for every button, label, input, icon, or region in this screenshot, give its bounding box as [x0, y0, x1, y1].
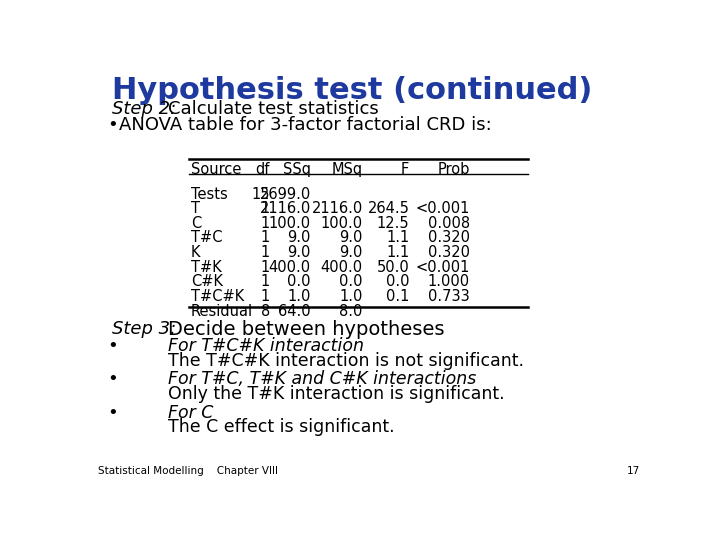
Text: Step 3:: Step 3: [112, 320, 176, 339]
Text: For T#C#K interaction: For T#C#K interaction [168, 338, 364, 355]
Text: For C: For C [168, 403, 213, 422]
Text: •: • [107, 370, 118, 388]
Text: 1.1: 1.1 [386, 245, 409, 260]
Text: ANOVA table for 3-factor factorial CRD is:: ANOVA table for 3-factor factorial CRD i… [120, 117, 492, 134]
Text: 50.0: 50.0 [377, 260, 409, 275]
Text: 0.733: 0.733 [428, 289, 469, 304]
Text: 9.0: 9.0 [339, 231, 363, 246]
Text: F: F [401, 162, 409, 177]
Text: 1: 1 [261, 289, 270, 304]
Text: SSq: SSq [283, 162, 311, 177]
Text: MSq: MSq [332, 162, 363, 177]
Text: Source: Source [191, 162, 241, 177]
Text: 0.320: 0.320 [428, 245, 469, 260]
Text: 1.0: 1.0 [287, 289, 311, 304]
Text: <0.001: <0.001 [415, 260, 469, 275]
Text: Tests: Tests [191, 187, 228, 201]
Text: T: T [191, 201, 199, 216]
Text: T#C#K: T#C#K [191, 289, 244, 304]
Text: 1: 1 [261, 260, 270, 275]
Text: 9.0: 9.0 [287, 245, 311, 260]
Text: 100.0: 100.0 [320, 216, 363, 231]
Text: Residual: Residual [191, 303, 253, 319]
Text: 100.0: 100.0 [269, 216, 311, 231]
Text: 64.0: 64.0 [278, 303, 311, 319]
Text: 17: 17 [627, 466, 640, 476]
Text: Hypothesis test (continued): Hypothesis test (continued) [112, 76, 592, 105]
Text: <0.001: <0.001 [415, 201, 469, 216]
Text: For T#C, T#K and C#K interactions: For T#C, T#K and C#K interactions [168, 370, 476, 388]
Text: K: K [191, 245, 200, 260]
Text: 1: 1 [261, 216, 270, 231]
Text: 9.0: 9.0 [339, 245, 363, 260]
Text: •: • [107, 117, 118, 134]
Text: 1: 1 [261, 274, 270, 289]
Text: 0.320: 0.320 [428, 231, 469, 246]
Text: 1.1: 1.1 [386, 231, 409, 246]
Text: T#K: T#K [191, 260, 222, 275]
Text: 0.0: 0.0 [287, 274, 311, 289]
Text: 8.0: 8.0 [339, 303, 363, 319]
Text: C#K: C#K [191, 274, 222, 289]
Text: Decide between hypotheses: Decide between hypotheses [168, 320, 444, 340]
Text: 264.5: 264.5 [367, 201, 409, 216]
Text: 0.1: 0.1 [386, 289, 409, 304]
Text: 9.0: 9.0 [287, 231, 311, 246]
Text: 400.0: 400.0 [269, 260, 311, 275]
Text: •: • [107, 338, 118, 355]
Text: 12.5: 12.5 [377, 216, 409, 231]
Text: 0.008: 0.008 [428, 216, 469, 231]
Text: 400.0: 400.0 [320, 260, 363, 275]
Text: Statistical Modelling    Chapter VIII: Statistical Modelling Chapter VIII [98, 466, 278, 476]
Text: 0.0: 0.0 [339, 274, 363, 289]
Text: C: C [191, 216, 201, 231]
Text: The C effect is significant.: The C effect is significant. [168, 418, 394, 436]
Text: T#C: T#C [191, 231, 222, 246]
Text: 1.000: 1.000 [428, 274, 469, 289]
Text: 1: 1 [261, 245, 270, 260]
Text: 2116.0: 2116.0 [260, 201, 311, 216]
Text: 2116.0: 2116.0 [312, 201, 363, 216]
Text: 1: 1 [261, 201, 270, 216]
Text: 8: 8 [261, 303, 270, 319]
Text: 1.0: 1.0 [339, 289, 363, 304]
Text: 0.0: 0.0 [386, 274, 409, 289]
Text: •: • [107, 403, 118, 422]
Text: The T#C#K interaction is not significant.: The T#C#K interaction is not significant… [168, 352, 523, 370]
Text: Calculate test statistics: Calculate test statistics [168, 100, 378, 118]
Text: Prob: Prob [437, 162, 469, 177]
Text: Step 2:: Step 2: [112, 100, 176, 118]
Text: df: df [256, 162, 270, 177]
Text: 15: 15 [251, 187, 270, 201]
Text: Only the T#K interaction is significant.: Only the T#K interaction is significant. [168, 385, 504, 403]
Text: 1: 1 [261, 231, 270, 246]
Text: 2699.0: 2699.0 [260, 187, 311, 201]
